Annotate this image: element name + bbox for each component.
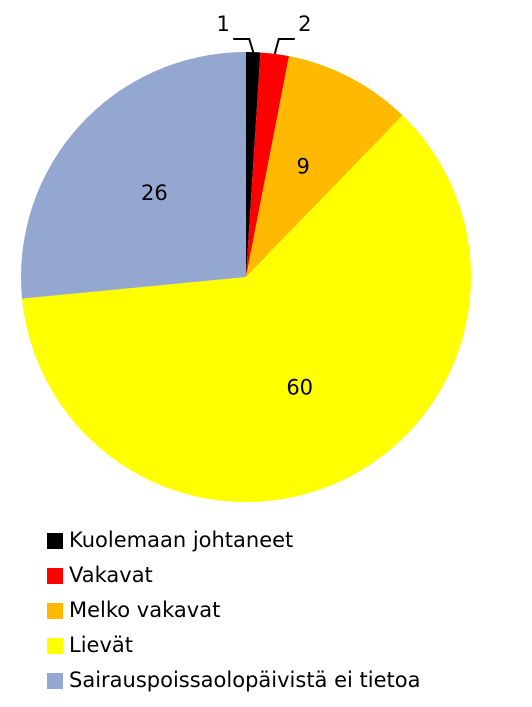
data-label: 60 — [286, 375, 313, 399]
legend-swatch — [47, 673, 63, 689]
data-label: 1 — [217, 12, 230, 36]
data-label: 2 — [298, 12, 311, 36]
legend-label: Lievät — [69, 633, 133, 657]
leader-line — [233, 38, 255, 53]
data-label: 9 — [297, 154, 310, 178]
legend-label: Sairauspoissaolopäivistä ei tietoa — [69, 668, 420, 692]
pie-slice — [246, 52, 290, 278]
legend-swatch — [47, 638, 63, 654]
legend-label: Vakavat — [69, 563, 153, 587]
pie-slice — [246, 56, 403, 278]
legend-label: Melko vakavat — [69, 598, 220, 622]
leader-line — [273, 38, 295, 55]
pie-slice — [20, 52, 246, 299]
legend-swatch — [47, 568, 63, 584]
data-label: 26 — [141, 181, 168, 205]
pie-slice — [22, 115, 471, 503]
legend-swatch — [47, 533, 63, 549]
legend-label: Kuolemaan johtaneet — [69, 528, 293, 552]
pie-slice — [246, 52, 261, 277]
legend-swatch — [47, 603, 63, 619]
